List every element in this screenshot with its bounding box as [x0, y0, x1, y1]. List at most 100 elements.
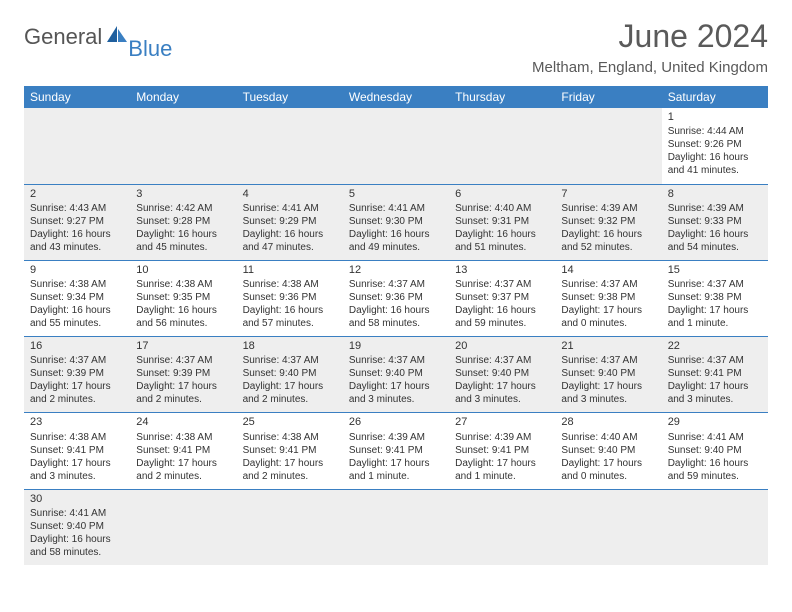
day-info-line: and 55 minutes. — [30, 317, 124, 330]
day-info-line: Sunset: 9:40 PM — [561, 444, 655, 457]
calendar-cell: 17Sunrise: 4:37 AMSunset: 9:39 PMDayligh… — [130, 337, 236, 413]
day-info-line: Daylight: 16 hours — [455, 304, 549, 317]
calendar-cell: 7Sunrise: 4:39 AMSunset: 9:32 PMDaylight… — [555, 184, 661, 260]
day-info-line: Daylight: 17 hours — [668, 304, 762, 317]
day-info-line: and 3 minutes. — [668, 393, 762, 406]
day-info-line: and 59 minutes. — [668, 470, 762, 483]
day-info-line: and 45 minutes. — [136, 241, 230, 254]
day-info-line: Daylight: 16 hours — [30, 228, 124, 241]
day-info-line: Sunrise: 4:39 AM — [561, 202, 655, 215]
day-header: Sunday — [24, 86, 130, 108]
day-info-line: Sunrise: 4:40 AM — [455, 202, 549, 215]
day-info-line: Daylight: 16 hours — [455, 228, 549, 241]
day-number: 22 — [668, 339, 762, 353]
calendar-cell: 8Sunrise: 4:39 AMSunset: 9:33 PMDaylight… — [662, 184, 768, 260]
day-info-line: Daylight: 16 hours — [136, 228, 230, 241]
day-info-line: Daylight: 17 hours — [136, 380, 230, 393]
day-header: Tuesday — [237, 86, 343, 108]
day-info-line: Daylight: 16 hours — [668, 151, 762, 164]
calendar-cell-empty — [237, 489, 343, 565]
day-info-line: Daylight: 17 hours — [243, 380, 337, 393]
day-number: 24 — [136, 415, 230, 429]
calendar-cell: 22Sunrise: 4:37 AMSunset: 9:41 PMDayligh… — [662, 337, 768, 413]
day-info-line: Sunset: 9:40 PM — [243, 367, 337, 380]
day-number: 3 — [136, 187, 230, 201]
day-info-line: and 2 minutes. — [136, 393, 230, 406]
day-info-line: Sunset: 9:41 PM — [136, 444, 230, 457]
calendar-cell-empty — [130, 108, 236, 184]
brand-text-2: Blue — [128, 36, 172, 62]
day-info-line: Daylight: 17 hours — [561, 380, 655, 393]
calendar-cell: 2Sunrise: 4:43 AMSunset: 9:27 PMDaylight… — [24, 184, 130, 260]
day-info-line: Sunset: 9:40 PM — [668, 444, 762, 457]
day-info-line: Sunset: 9:40 PM — [455, 367, 549, 380]
calendar-row: 9Sunrise: 4:38 AMSunset: 9:34 PMDaylight… — [24, 260, 768, 336]
day-info-line: Daylight: 16 hours — [30, 304, 124, 317]
day-info-line: and 2 minutes. — [136, 470, 230, 483]
calendar-cell: 9Sunrise: 4:38 AMSunset: 9:34 PMDaylight… — [24, 260, 130, 336]
day-info-line: and 3 minutes. — [30, 470, 124, 483]
calendar-cell: 12Sunrise: 4:37 AMSunset: 9:36 PMDayligh… — [343, 260, 449, 336]
calendar-cell: 15Sunrise: 4:37 AMSunset: 9:38 PMDayligh… — [662, 260, 768, 336]
calendar-cell: 5Sunrise: 4:41 AMSunset: 9:30 PMDaylight… — [343, 184, 449, 260]
day-number: 4 — [243, 187, 337, 201]
day-number: 18 — [243, 339, 337, 353]
day-info-line: Daylight: 17 hours — [349, 380, 443, 393]
day-number: 17 — [136, 339, 230, 353]
calendar-cell: 19Sunrise: 4:37 AMSunset: 9:40 PMDayligh… — [343, 337, 449, 413]
calendar-cell: 14Sunrise: 4:37 AMSunset: 9:38 PMDayligh… — [555, 260, 661, 336]
calendar-cell: 3Sunrise: 4:42 AMSunset: 9:28 PMDaylight… — [130, 184, 236, 260]
day-header-row: SundayMondayTuesdayWednesdayThursdayFrid… — [24, 86, 768, 108]
day-info-line: and 3 minutes. — [455, 393, 549, 406]
day-info-line: Sunset: 9:36 PM — [243, 291, 337, 304]
calendar-cell: 18Sunrise: 4:37 AMSunset: 9:40 PMDayligh… — [237, 337, 343, 413]
day-info-line: Sunrise: 4:37 AM — [668, 278, 762, 291]
day-info-line: Daylight: 16 hours — [349, 304, 443, 317]
day-info-line: and 2 minutes. — [243, 393, 337, 406]
day-info-line: Sunrise: 4:41 AM — [30, 507, 124, 520]
day-info-line: Sunset: 9:41 PM — [349, 444, 443, 457]
location-text: Meltham, England, United Kingdom — [532, 59, 768, 76]
day-info-line: Sunrise: 4:37 AM — [455, 278, 549, 291]
day-info-line: and 59 minutes. — [455, 317, 549, 330]
day-info-line: Daylight: 17 hours — [243, 457, 337, 470]
calendar-row: 1Sunrise: 4:44 AMSunset: 9:26 PMDaylight… — [24, 108, 768, 184]
day-info-line: Daylight: 16 hours — [136, 304, 230, 317]
day-info-line: Sunset: 9:34 PM — [30, 291, 124, 304]
day-info-line: and 49 minutes. — [349, 241, 443, 254]
day-info-line: Sunset: 9:28 PM — [136, 215, 230, 228]
day-header: Friday — [555, 86, 661, 108]
day-info-line: Daylight: 16 hours — [561, 228, 655, 241]
day-info-line: Sunrise: 4:37 AM — [668, 354, 762, 367]
day-number: 5 — [349, 187, 443, 201]
day-number: 6 — [455, 187, 549, 201]
day-info-line: Sunrise: 4:39 AM — [349, 431, 443, 444]
day-number: 14 — [561, 263, 655, 277]
calendar-cell: 1Sunrise: 4:44 AMSunset: 9:26 PMDaylight… — [662, 108, 768, 184]
day-info-line: and 2 minutes. — [30, 393, 124, 406]
day-info-line: Sunset: 9:41 PM — [243, 444, 337, 457]
day-info-line: Daylight: 16 hours — [243, 228, 337, 241]
day-info-line: Sunrise: 4:37 AM — [455, 354, 549, 367]
title-block: June 2024 Meltham, England, United Kingd… — [532, 18, 768, 76]
day-number: 12 — [349, 263, 443, 277]
day-info-line: Sunset: 9:38 PM — [561, 291, 655, 304]
day-info-line: Sunset: 9:29 PM — [243, 215, 337, 228]
day-info-line: Sunset: 9:31 PM — [455, 215, 549, 228]
calendar-cell: 25Sunrise: 4:38 AMSunset: 9:41 PMDayligh… — [237, 413, 343, 489]
day-number: 7 — [561, 187, 655, 201]
calendar-table: SundayMondayTuesdayWednesdayThursdayFrid… — [24, 86, 768, 565]
day-info-line: and 1 minute. — [349, 470, 443, 483]
day-number: 8 — [668, 187, 762, 201]
day-info-line: Sunrise: 4:37 AM — [349, 354, 443, 367]
header: General Blue June 2024 Meltham, England,… — [24, 18, 768, 76]
day-info-line: Sunrise: 4:38 AM — [136, 278, 230, 291]
day-info-line: Sunrise: 4:37 AM — [561, 278, 655, 291]
calendar-cell: 28Sunrise: 4:40 AMSunset: 9:40 PMDayligh… — [555, 413, 661, 489]
day-number: 15 — [668, 263, 762, 277]
day-info-line: Sunset: 9:38 PM — [668, 291, 762, 304]
calendar-cell-empty — [237, 108, 343, 184]
day-header: Wednesday — [343, 86, 449, 108]
calendar-cell: 30Sunrise: 4:41 AMSunset: 9:40 PMDayligh… — [24, 489, 130, 565]
day-info-line: Daylight: 17 hours — [561, 304, 655, 317]
